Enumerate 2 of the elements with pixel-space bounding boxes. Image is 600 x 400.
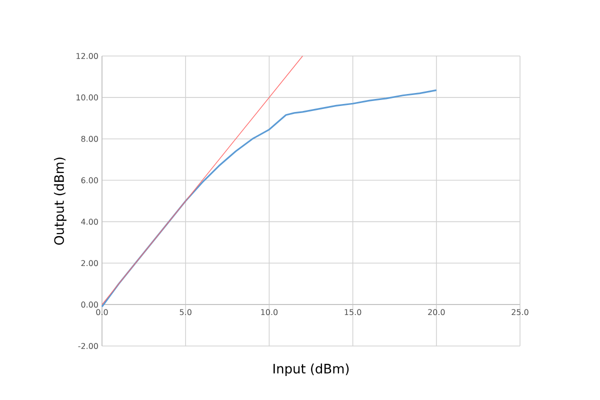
y-axis-title: Output (dBm) [54, 158, 66, 245]
x-axis-title: Input (dBm) [274, 364, 349, 376]
